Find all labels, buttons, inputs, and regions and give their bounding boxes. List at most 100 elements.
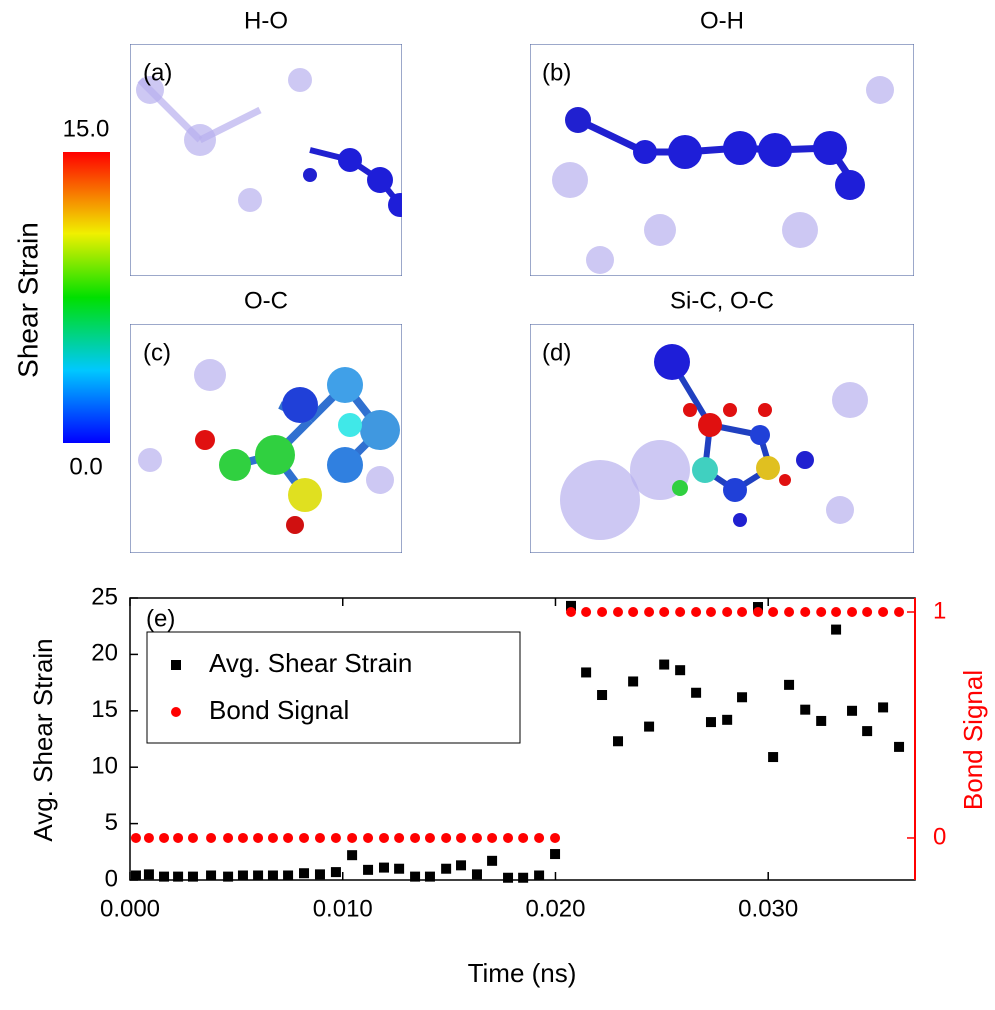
point [223, 872, 233, 882]
point [675, 607, 685, 617]
x-tick-label: 0.030 [738, 895, 798, 922]
point [659, 660, 669, 670]
point [315, 869, 325, 879]
point [503, 833, 513, 843]
point [518, 873, 528, 883]
point [534, 870, 544, 880]
colorbar [63, 152, 110, 443]
y2-axis-label: Bond Signal [958, 670, 988, 810]
point [581, 607, 591, 617]
point [722, 715, 732, 725]
panel-title: Si-C, O-C [670, 287, 774, 314]
point [800, 705, 810, 715]
y2-tick-label: 1 [933, 597, 946, 624]
molecule-panel [530, 324, 914, 553]
point [737, 607, 747, 617]
legend-label: Avg. Shear Strain [209, 648, 412, 678]
point [159, 833, 169, 843]
point [331, 867, 341, 877]
point [878, 702, 888, 712]
panel-title: O-C [244, 287, 288, 314]
point [315, 833, 325, 843]
point [268, 870, 278, 880]
point [363, 833, 373, 843]
point [238, 870, 248, 880]
point [706, 607, 716, 617]
y-tick-label: 0 [105, 865, 118, 892]
panel-label: (c) [143, 339, 171, 366]
point [379, 833, 389, 843]
point [831, 625, 841, 635]
point [534, 833, 544, 843]
point [363, 865, 373, 875]
legend-label: Bond Signal [209, 695, 349, 725]
point [503, 873, 513, 883]
point [878, 607, 888, 617]
point [223, 833, 233, 843]
panel-label: (b) [542, 59, 571, 86]
scatter-chart: (e) Time (ns) Avg. Shear Strain Bond Sig… [28, 598, 988, 988]
point [206, 833, 216, 843]
point [331, 833, 341, 843]
point [206, 870, 216, 880]
y2-tick-label: 0 [933, 823, 946, 850]
point [628, 607, 638, 617]
point [410, 833, 420, 843]
point [238, 833, 248, 843]
legend-marker [171, 707, 181, 717]
point [581, 667, 591, 677]
y-tick-label: 20 [91, 640, 118, 667]
point [425, 872, 435, 882]
point [379, 863, 389, 873]
point [597, 690, 607, 700]
point [550, 833, 560, 843]
point [675, 665, 685, 675]
point [131, 833, 141, 843]
point [131, 870, 141, 880]
point [188, 833, 198, 843]
y-tick-label: 15 [91, 696, 118, 723]
y-tick-label: 25 [91, 583, 118, 610]
point [283, 870, 293, 880]
point [706, 717, 716, 727]
colorbar-min: 0.0 [69, 453, 102, 480]
panel-title: O-H [700, 7, 744, 34]
point [456, 833, 466, 843]
point [847, 607, 857, 617]
y-axis-label: Avg. Shear Strain [28, 638, 58, 841]
molecule-panel [130, 44, 474, 276]
point [628, 676, 638, 686]
point [644, 607, 654, 617]
point [691, 688, 701, 698]
x-tick-label: 0.010 [313, 895, 373, 922]
point [768, 607, 778, 617]
point [737, 692, 747, 702]
figure: 15.0 0.0 Shear Strain H-O O-H O-C Si-C, … [0, 0, 995, 1010]
point [144, 869, 154, 879]
point [425, 833, 435, 843]
point [268, 833, 278, 843]
point [394, 833, 404, 843]
point [299, 833, 309, 843]
point [456, 860, 466, 870]
point [410, 872, 420, 882]
point [613, 736, 623, 746]
point [159, 872, 169, 882]
point [800, 607, 810, 617]
point [816, 607, 826, 617]
point [644, 722, 654, 732]
panel-label: (a) [143, 59, 172, 86]
point [816, 716, 826, 726]
point [253, 833, 263, 843]
point [472, 833, 482, 843]
point [566, 607, 576, 617]
colorbar-max: 15.0 [63, 115, 110, 142]
x-axis-label: Time (ns) [468, 958, 577, 988]
panel-title: H-O [244, 7, 288, 34]
point [299, 868, 309, 878]
point [188, 872, 198, 882]
point [144, 833, 154, 843]
point [659, 607, 669, 617]
y-tick-label: 5 [105, 809, 118, 836]
point [394, 864, 404, 874]
